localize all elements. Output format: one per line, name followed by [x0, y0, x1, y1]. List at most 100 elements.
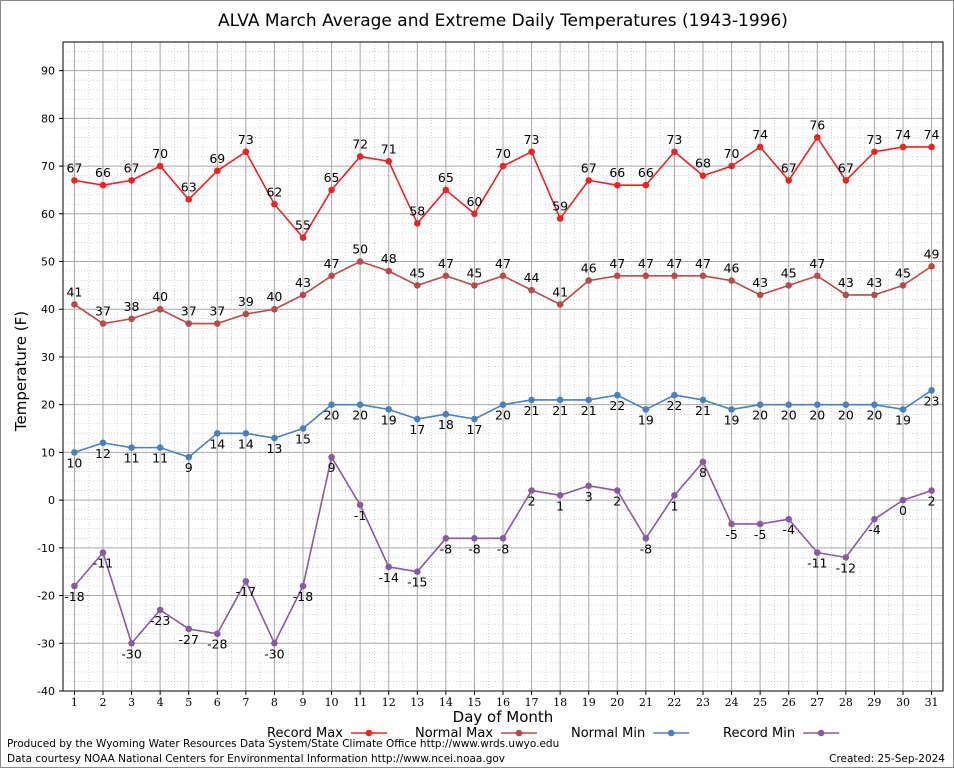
- normal-max-data-label: 45: [466, 265, 482, 280]
- normal-min-point: [785, 401, 793, 408]
- normal-max-point: [299, 291, 307, 299]
- normal-max-point: [699, 272, 707, 280]
- normal-max-point: [756, 291, 764, 299]
- normal-min-data-label: 20: [838, 408, 854, 423]
- record-max-point: [785, 177, 793, 184]
- x-tick-label: 28: [839, 696, 853, 709]
- record-max-point: [671, 148, 678, 156]
- legend: Record Max Normal Max Normal Min Record Min: [267, 726, 840, 741]
- normal-max-point: [385, 267, 393, 275]
- legend-marker-record-max: [365, 729, 373, 737]
- record-max-point: [442, 186, 450, 194]
- record-min-data-label: -30: [264, 646, 284, 661]
- normal-min-point: [556, 396, 564, 404]
- normal-min-data-label: 20: [866, 408, 882, 423]
- normal-max-data-label: 41: [552, 284, 568, 299]
- normal-max-data-label: 45: [409, 265, 425, 280]
- record-min-data-label: -4: [782, 522, 795, 537]
- y-tick-label: 40: [41, 303, 55, 316]
- normal-min-point: [728, 406, 735, 413]
- normal-min-data-label: 19: [381, 412, 397, 427]
- normal-min-point: [328, 401, 335, 408]
- y-tick-label: -20: [37, 590, 55, 603]
- x-tick-label: 29: [867, 696, 881, 709]
- normal-min-data-label: 17: [409, 422, 425, 437]
- record-max-point: [928, 143, 935, 151]
- record-max-data-label: 72: [352, 137, 368, 152]
- normal-max-point: [899, 282, 907, 289]
- record-min-point: [328, 453, 335, 461]
- record-min-data-label: -11: [93, 556, 113, 571]
- x-tick-label: 10: [325, 696, 339, 709]
- normal-min-point: [128, 444, 135, 451]
- record-max-data-label: 66: [609, 165, 625, 180]
- normal-min-point: [871, 401, 878, 408]
- normal-min-point: [471, 415, 478, 423]
- record-max-data-label: 73: [524, 132, 540, 147]
- normal-min-data-label: 15: [295, 432, 311, 447]
- normal-min-point: [213, 430, 221, 437]
- record-min-point: [185, 625, 193, 633]
- record-max-data-label: 73: [666, 132, 682, 147]
- normal-max-point: [528, 286, 535, 294]
- normal-max-point: [128, 315, 135, 323]
- y-tick-label: 30: [41, 351, 55, 364]
- y-tick-label: 90: [41, 65, 55, 78]
- x-tick-label: 26: [782, 696, 796, 709]
- record-max-data-label: 76: [809, 117, 825, 132]
- normal-max-point: [71, 301, 78, 308]
- record-max-data-label: 60: [466, 194, 482, 209]
- normal-min-data-label: 21: [695, 403, 711, 418]
- normal-min-point: [671, 391, 678, 399]
- record-max-point: [842, 177, 850, 184]
- record-max-point: [471, 210, 478, 218]
- record-max-point: [899, 143, 907, 151]
- normal-min-point: [813, 401, 821, 408]
- record-min-data-label: -27: [179, 632, 199, 647]
- y-tick-label: 0: [48, 494, 55, 507]
- normal-min-data-label: 20: [781, 408, 797, 423]
- normal-min-point: [499, 401, 507, 408]
- normal-min-data-label: 18: [438, 417, 454, 432]
- record-min-point: [756, 520, 764, 528]
- legend-label-normal-min: Normal Min: [571, 726, 645, 741]
- record-min-point: [356, 501, 364, 509]
- normal-max-point: [242, 310, 250, 318]
- normal-min-data-label: 20: [352, 408, 368, 423]
- record-min-point: [413, 568, 421, 575]
- record-min-point: [128, 639, 135, 647]
- normal-min-data-label: 21: [581, 403, 597, 418]
- record-max-point: [499, 162, 507, 170]
- x-tick-label: 1: [71, 696, 78, 709]
- record-max-data-label: 65: [438, 170, 454, 185]
- record-min-point: [299, 582, 307, 590]
- record-min-point: [813, 549, 821, 556]
- record-max-data-label: 62: [266, 184, 282, 199]
- record-max-point: [585, 177, 593, 184]
- x-tick-label: 21: [639, 696, 653, 709]
- footer-produced-by: Produced by the Wyoming Water Resources …: [7, 738, 559, 750]
- normal-min-point: [528, 396, 535, 404]
- normal-max-data-label: 43: [838, 275, 854, 290]
- y-tick-label: 10: [41, 446, 55, 459]
- x-tick-label: 23: [696, 696, 710, 709]
- normal-min-point: [99, 439, 107, 447]
- record-min-data-label: -8: [468, 541, 481, 556]
- record-max-point: [556, 215, 564, 222]
- record-max-data-label: 70: [495, 146, 511, 161]
- normal-min-point: [928, 387, 935, 394]
- record-max-point: [128, 177, 135, 184]
- record-min-point: [699, 458, 707, 466]
- normal-max-data-label: 49: [924, 246, 940, 261]
- normal-min-point: [585, 396, 593, 404]
- record-max-point: [756, 143, 764, 151]
- normal-min-point: [699, 396, 707, 404]
- x-tick-label: 20: [610, 696, 624, 709]
- record-max-data-label: 67: [838, 160, 854, 175]
- record-min-point: [556, 492, 564, 499]
- record-min-data-label: 1: [670, 498, 678, 513]
- y-tick-label: 70: [41, 160, 55, 173]
- record-min-data-label: 9: [328, 460, 336, 475]
- record-min-point: [471, 534, 478, 542]
- record-min-data-label: -5: [754, 527, 766, 542]
